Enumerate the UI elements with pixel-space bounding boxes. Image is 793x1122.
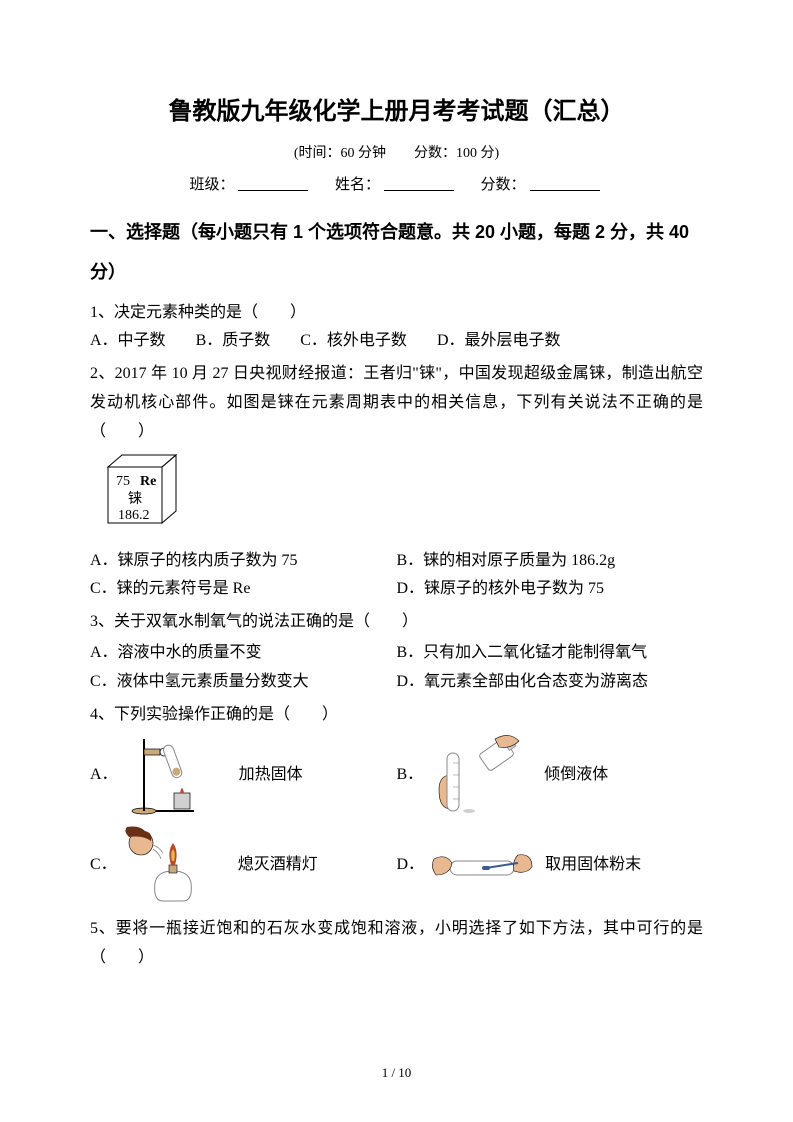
blank-score[interactable] — [530, 176, 600, 191]
element-number: 75 — [116, 475, 130, 489]
q3-option-d: D．氧元素全部由化合态变为游离态 — [397, 668, 704, 697]
q4-letter-a: A． — [90, 761, 118, 790]
q4-option-d: D． 取用固体粉末 — [397, 825, 704, 905]
blow-lamp-icon — [123, 825, 228, 905]
exam-info: (时间：60 分钟 分数：100 分) — [90, 141, 703, 166]
q4-option-b: B． — [397, 735, 704, 815]
q1-option-a: A．中子数 — [90, 327, 166, 356]
page-number: 1 / 10 — [0, 1061, 793, 1084]
q4-letter-d: D． — [397, 851, 425, 880]
q2-option-d: D．铼原子的核外电子数为 75 — [397, 575, 704, 604]
question-1: 1、决定元素种类的是（ ） — [90, 299, 703, 328]
q1-option-c: C．核外电子数 — [300, 327, 407, 356]
question-2: 2、2017 年 10 月 27 日央视财经报道：王者归"铼"，中国发现超级金属… — [90, 360, 703, 446]
q4-option-a: A． — [90, 735, 397, 815]
label-name: 姓名： — [335, 177, 380, 193]
blank-name[interactable] — [384, 176, 454, 191]
q3-option-b: B．只有加入二氧化锰才能制得氧气 — [397, 639, 704, 668]
q4-label-a: 加热固体 — [239, 761, 303, 790]
question-4-options: A． — [90, 735, 703, 905]
q3-option-a: A．溶液中水的质量不变 — [90, 639, 397, 668]
question-1-options: A．中子数 B．质子数 C．核外电子数 D．最外层电子数 — [90, 327, 703, 356]
q4-label-c: 熄灭酒精灯 — [238, 851, 318, 880]
element-mass: 186.2 — [118, 509, 150, 523]
element-symbol: Re — [140, 475, 156, 489]
q2-option-a: A．铼原子的核内质子数为 75 — [90, 547, 397, 576]
q1-option-b: B．质子数 — [196, 327, 271, 356]
q4-letter-b: B． — [397, 761, 424, 790]
q4-letter-c: C． — [90, 851, 117, 880]
pour-liquid-icon — [429, 735, 534, 815]
question-3-options: A．溶液中水的质量不变 B．只有加入二氧化锰才能制得氧气 C．液体中氢元素质量分… — [90, 639, 703, 697]
question-2-options: A．铼原子的核内质子数为 75 B．铼的相对原子质量为 186.2g C．铼的元… — [90, 547, 703, 605]
scoop-powder-icon — [430, 825, 535, 905]
heat-solid-icon — [124, 735, 229, 815]
element-name: 铼 — [128, 493, 142, 507]
label-score: 分数： — [481, 177, 526, 193]
q2-option-c: C．铼的元素符号是 Re — [90, 575, 397, 604]
q1-option-d: D．最外层电子数 — [437, 327, 561, 356]
question-5: 5、要将一瓶接近饱和的石灰水变成饱和溶液，小明选择了如下方法，其中可行的是（ ） — [90, 915, 703, 973]
element-box-icon: 75 Re 铼 186.2 — [94, 453, 180, 539]
q4-label-b: 倾倒液体 — [544, 761, 608, 790]
label-class: 班级： — [189, 177, 234, 193]
page-title: 鲁教版九年级化学上册月考考试题（汇总） — [90, 90, 703, 133]
question-3: 3、关于双氧水制氧气的说法正确的是（ ） — [90, 608, 703, 637]
q3-option-c: C．液体中氢元素质量分数变大 — [90, 668, 397, 697]
blank-class[interactable] — [238, 176, 308, 191]
q4-option-c: C． 熄灭酒精灯 — [90, 825, 397, 905]
fill-row: 班级： 姓名： 分数： — [90, 172, 703, 199]
question-4: 4、下列实验操作正确的是（ ） — [90, 701, 703, 730]
q2-option-b: B．铼的相对原子质量为 186.2g — [397, 547, 704, 576]
section-1-heading: 一、选择题（每小题只有 1 个选项符合题意。共 20 小题，每题 2 分，共 4… — [90, 213, 703, 292]
q4-label-d: 取用固体粉末 — [545, 851, 641, 880]
